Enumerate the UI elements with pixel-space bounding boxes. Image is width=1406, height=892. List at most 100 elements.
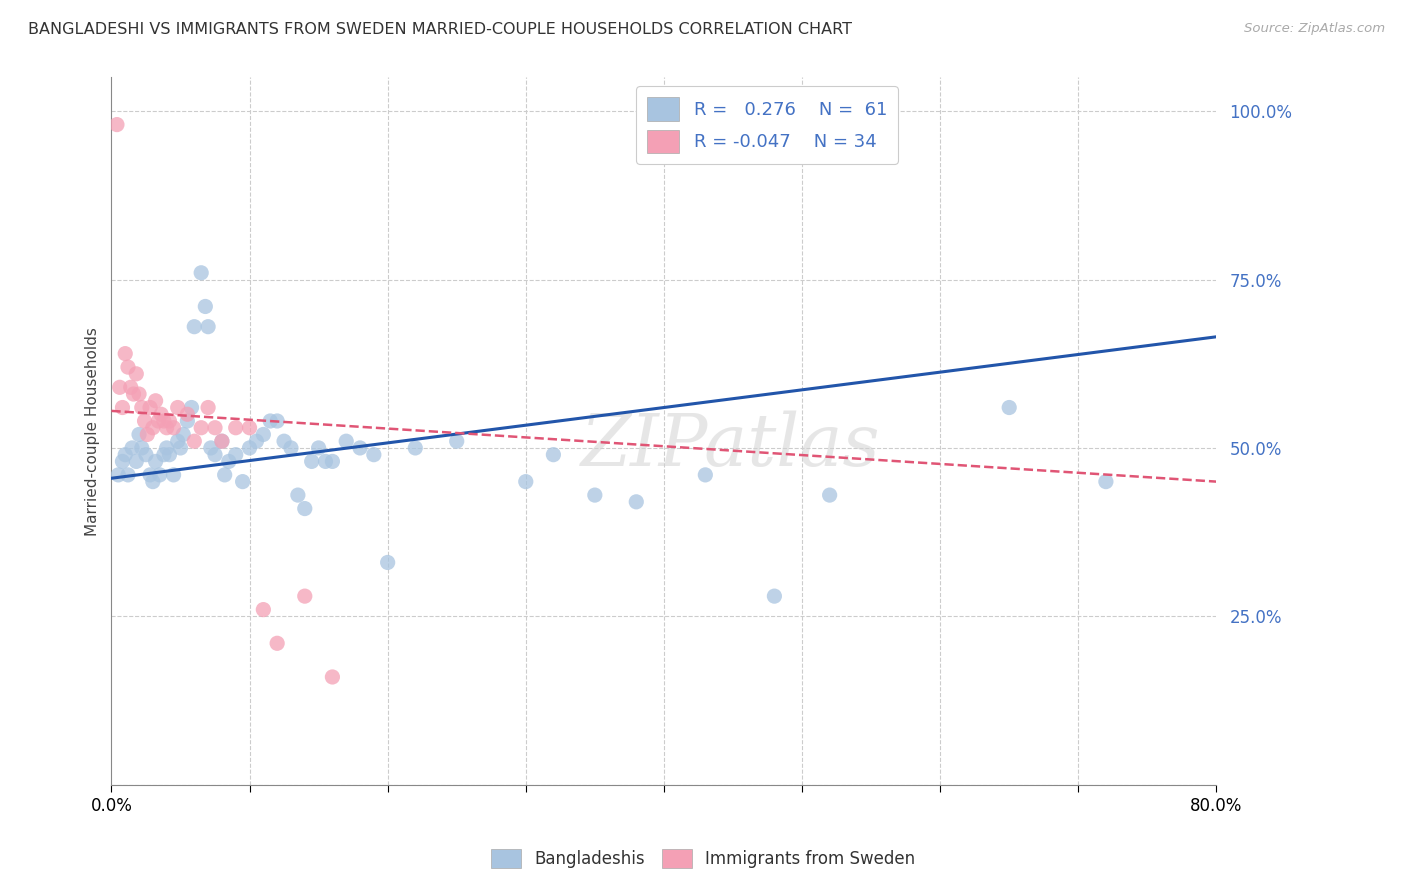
Point (148, 414, 170, 428)
Point (225, 421, 247, 435)
Point (252, 427, 274, 442)
Point (377, 556, 399, 570)
Point (139, 467, 162, 482)
Y-axis label: Married-couple Households: Married-couple Households (86, 326, 100, 535)
Point (121, 441, 143, 455)
Point (117, 467, 139, 482)
Text: BANGLADESHI VS IMMIGRANTS FROM SWEDEN MARRIED-COUPLE HOUSEHOLDS CORRELATION CHAR: BANGLADESHI VS IMMIGRANTS FROM SWEDEN MA… (28, 22, 852, 37)
Point (211, 434, 233, 449)
Point (111, 454, 134, 468)
Point (166, 434, 188, 449)
Point (145, 393, 167, 408)
Point (321, 454, 343, 468)
Point (335, 434, 357, 449)
Point (111, 401, 134, 415)
Point (142, 421, 165, 435)
Point (145, 454, 167, 468)
Point (214, 467, 236, 482)
Point (122, 387, 145, 401)
Point (183, 319, 205, 334)
Point (125, 454, 148, 468)
Point (131, 401, 153, 415)
Point (1095, 475, 1118, 489)
Point (194, 300, 217, 314)
Point (583, 488, 606, 502)
Point (695, 467, 717, 482)
Point (136, 427, 159, 442)
Point (149, 467, 172, 482)
Text: Source: ZipAtlas.com: Source: ZipAtlas.com (1244, 22, 1385, 36)
Point (105, 118, 128, 132)
Point (197, 319, 219, 334)
Point (225, 448, 247, 462)
Point (120, 380, 142, 394)
Legend: R =   0.276    N =  61, R = -0.047    N = 34: R = 0.276 N = 61, R = -0.047 N = 34 (636, 87, 898, 163)
Point (135, 448, 157, 462)
Point (238, 441, 260, 455)
Point (156, 421, 179, 435)
Point (176, 407, 198, 421)
Point (142, 475, 165, 489)
Point (446, 434, 468, 449)
Point (162, 467, 184, 482)
Point (176, 414, 198, 428)
Point (515, 475, 537, 489)
Point (818, 488, 841, 502)
Point (232, 475, 254, 489)
Point (183, 434, 205, 449)
Point (308, 441, 330, 455)
Point (200, 441, 222, 455)
Point (349, 441, 371, 455)
Legend: Bangladeshis, Immigrants from Sweden: Bangladeshis, Immigrants from Sweden (484, 842, 922, 875)
Point (301, 454, 323, 468)
Point (128, 387, 150, 401)
Point (211, 434, 233, 449)
Point (245, 434, 267, 449)
Point (543, 448, 565, 462)
Point (153, 448, 176, 462)
Point (169, 441, 191, 455)
Point (259, 414, 281, 428)
Point (153, 414, 176, 428)
Point (134, 414, 156, 428)
Point (204, 421, 226, 435)
Point (266, 636, 288, 650)
Point (280, 441, 302, 455)
Point (763, 589, 786, 603)
Point (273, 434, 295, 449)
Point (238, 421, 260, 435)
Point (162, 421, 184, 435)
Point (626, 495, 648, 509)
Point (218, 454, 240, 468)
Point (114, 448, 136, 462)
Point (157, 448, 180, 462)
Point (294, 589, 316, 603)
Point (404, 441, 426, 455)
Point (128, 427, 150, 442)
Point (252, 602, 274, 616)
Point (287, 488, 309, 502)
Point (204, 448, 226, 462)
Point (266, 414, 288, 428)
Point (190, 266, 212, 280)
Point (321, 670, 343, 684)
Point (150, 407, 173, 421)
Point (363, 448, 385, 462)
Point (180, 401, 202, 415)
Point (294, 501, 316, 516)
Point (197, 401, 219, 415)
Point (315, 454, 337, 468)
Point (108, 380, 131, 394)
Point (125, 367, 148, 381)
Point (166, 401, 188, 415)
Text: ZIPatlas: ZIPatlas (581, 410, 880, 481)
Point (157, 414, 180, 428)
Point (131, 441, 153, 455)
Point (998, 401, 1021, 415)
Point (107, 467, 129, 482)
Point (190, 421, 212, 435)
Point (114, 346, 136, 360)
Point (139, 401, 162, 415)
Point (156, 441, 179, 455)
Point (117, 360, 139, 375)
